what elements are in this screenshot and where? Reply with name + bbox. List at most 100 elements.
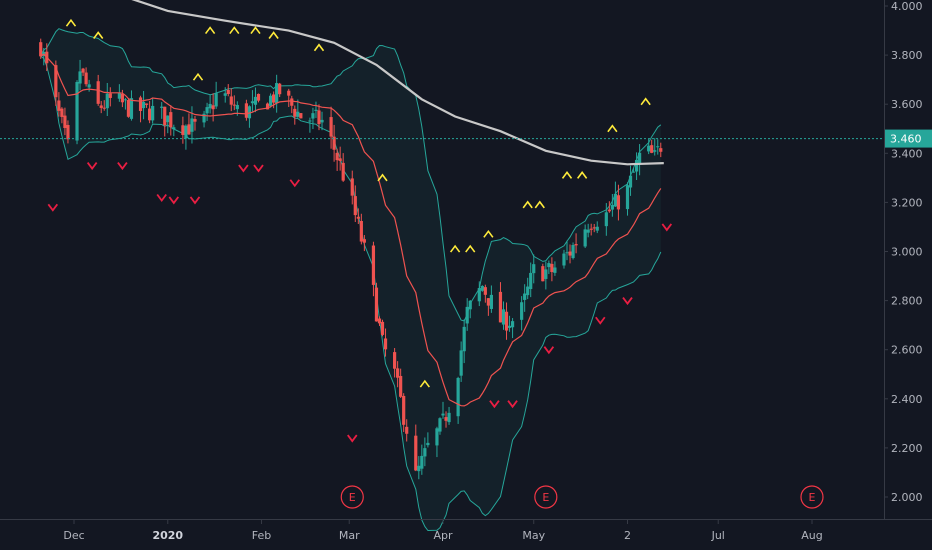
bollinger-bands [40, 28, 662, 532]
candle [498, 282, 503, 323]
signal-arrows [47, 18, 673, 443]
candle [438, 417, 442, 435]
buy-signal-icon [229, 26, 240, 35]
sell-signal-icon [86, 162, 98, 171]
buy-signal-icon [640, 97, 651, 106]
candle [583, 224, 587, 249]
x-axis[interactable]: Dec 2020 Feb Mar Apr May 2 Jul Aug [63, 520, 823, 542]
x-tick-label: Apr [433, 529, 453, 542]
candle [341, 153, 345, 182]
buy-signal-icon [483, 229, 494, 238]
candle [571, 242, 575, 260]
last-price-value: 3.460 [890, 133, 922, 146]
candle [510, 318, 515, 339]
candle [402, 393, 406, 432]
candle [214, 81, 218, 109]
candle [320, 111, 324, 131]
buy-signal-icon [377, 173, 388, 182]
candle [247, 105, 252, 128]
y-tick-label: 2.800 [891, 295, 923, 308]
candle [169, 105, 173, 136]
candle [637, 144, 642, 176]
candle [544, 261, 548, 290]
candle [465, 298, 469, 331]
candle [141, 90, 146, 120]
sell-signal-icon [47, 203, 59, 212]
y-tick-label: 2.000 [891, 491, 923, 504]
candle [456, 376, 460, 424]
candle [362, 235, 366, 252]
x-tick-label: 2 [624, 529, 631, 542]
candle [468, 299, 472, 319]
candle [256, 93, 261, 103]
candle [226, 84, 230, 97]
candle [656, 139, 660, 155]
x-tick-label: 2020 [152, 529, 183, 542]
buy-signal-icon [313, 43, 325, 52]
buy-signal-icon [93, 31, 104, 39]
candle [126, 98, 131, 118]
candle [99, 100, 103, 114]
sell-signal-icon [595, 316, 606, 325]
earnings-event-marker[interactable]: E [340, 485, 364, 509]
candle [87, 79, 91, 92]
candle [75, 80, 79, 145]
candle [293, 105, 297, 125]
upper-band-line [40, 28, 662, 322]
buy-signal-icon [419, 379, 430, 388]
candle [550, 257, 554, 282]
candle [359, 213, 363, 245]
candle [105, 82, 109, 117]
buy-signal-icon [449, 244, 461, 253]
candle [483, 284, 487, 303]
candle [423, 437, 427, 467]
candle [223, 87, 227, 103]
x-tick-label: May [522, 529, 545, 542]
candle [275, 74, 279, 113]
candle [208, 95, 212, 114]
candle [332, 124, 336, 162]
candle [187, 113, 191, 135]
candle [299, 113, 303, 119]
candle [160, 102, 164, 119]
candle [338, 146, 342, 171]
candle [631, 167, 636, 173]
candle [393, 348, 397, 378]
candle [396, 361, 400, 388]
candle [547, 260, 551, 275]
earnings-event-marker[interactable]: E [800, 485, 824, 509]
candle [81, 67, 85, 76]
candle [329, 106, 333, 149]
candle [374, 282, 379, 322]
buy-signal-icon [250, 26, 261, 35]
buy-signal-icon [561, 171, 573, 179]
y-axis[interactable]: 4.000 3.800 3.600 3.400 3.200 3.000 2.800 2.600… [884, 0, 923, 504]
candle [417, 456, 421, 480]
candle [250, 90, 255, 112]
candle [595, 221, 599, 234]
sma20-line [40, 53, 662, 407]
candle [504, 302, 509, 340]
candle [610, 193, 614, 217]
candle [380, 319, 385, 337]
sell-signal-icon [489, 400, 500, 409]
last-price-label: 3.460 [885, 129, 932, 148]
candle [501, 301, 506, 330]
candle [653, 138, 657, 156]
x-tick-label: Jul [711, 529, 725, 542]
candle [377, 316, 382, 326]
candle [568, 244, 572, 264]
candle [253, 87, 258, 113]
earnings-event-marker[interactable]: E [534, 485, 558, 509]
candle [335, 148, 339, 171]
y-tick-label: 4.000 [891, 0, 923, 13]
buy-signal-icon [192, 72, 204, 81]
buy-signal-icon [65, 18, 77, 27]
candle [607, 201, 611, 213]
candle [553, 261, 557, 276]
candle [232, 95, 236, 111]
y-tick-label: 2.600 [891, 344, 923, 357]
candle [526, 277, 530, 300]
candle [308, 117, 312, 133]
